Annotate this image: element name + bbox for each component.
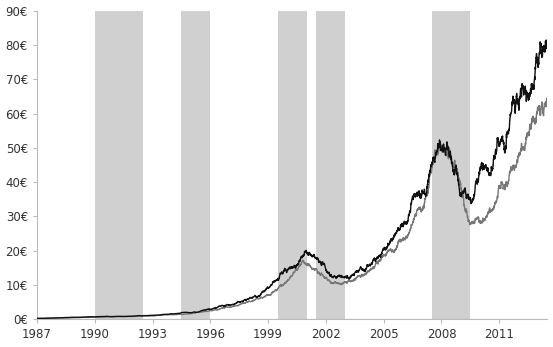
Bar <box>432 10 471 320</box>
Bar <box>181 10 210 320</box>
Bar <box>95 10 143 320</box>
Bar <box>278 10 307 320</box>
Bar <box>316 10 345 320</box>
